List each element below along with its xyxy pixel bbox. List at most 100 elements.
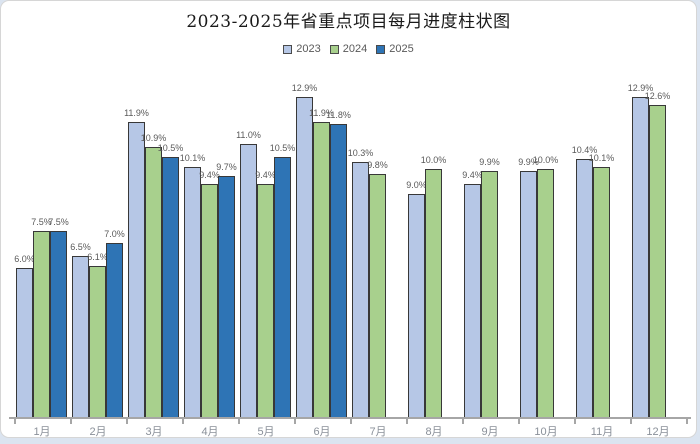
bar-label-2025-3月: 10.5% — [157, 143, 184, 153]
x-axis-label-4月: 4月 — [201, 426, 219, 438]
bar-group-slot-2023-6月: 12.9% — [292, 83, 317, 417]
bar-group-slot-2025-5月: 10.5% — [270, 87, 295, 417]
bar-group-slot-2023-4月: 10.1% — [180, 87, 205, 417]
bar-group-slot-2024-10月: 10.0% — [533, 87, 558, 417]
bar-label-2023-7月: 10.3% — [347, 148, 374, 158]
axis-tick-10 — [574, 419, 576, 424]
bar-group-slot-2024-3月: 10.9% — [141, 87, 166, 417]
bar-label-2024-1月: 7.5% — [31, 217, 52, 227]
axis-tick-1 — [70, 419, 72, 424]
bar-group-slot-2025-3月: 10.5% — [158, 87, 183, 417]
bar-2023-6月 — [296, 97, 313, 417]
bar-label-2024-10月: 10.0% — [532, 155, 559, 165]
axis-tick-2 — [126, 419, 128, 424]
bar-label-2023-11月: 10.4% — [571, 145, 598, 155]
bar-label-2024-8月: 10.0% — [420, 155, 447, 165]
bar-2023-12月 — [632, 97, 649, 417]
x-axis-label-8月: 8月 — [425, 426, 443, 438]
bar-label-2023-5月: 11.0% — [236, 130, 261, 140]
bar-group-slot-2023-3月: 11.9% — [124, 87, 149, 417]
bar-group-slot-2024-4月: 9.4% — [199, 87, 220, 417]
x-axis-label-1月: 1月 — [33, 426, 51, 438]
bar-label-2024-7月: 9.8% — [367, 160, 388, 170]
bar-label-2024-4月: 9.4% — [199, 170, 220, 180]
bar-2023-11月 — [576, 159, 593, 417]
bar-group-slot-2024-9月: 9.9% — [479, 87, 500, 417]
bar-group-slot-2023-5月: 11.0% — [236, 87, 261, 417]
bar-label-2024-3月: 10.9% — [140, 133, 167, 143]
bar-group-slot-2024-5月: 9.4% — [255, 87, 276, 417]
bar-label-2025-4月: 9.7% — [216, 162, 237, 172]
bar-group-slot-2024-11月: 10.1% — [589, 87, 614, 417]
bar-label-2023-10月: 9.9% — [518, 157, 539, 167]
x-axis-line — [9, 417, 691, 424]
x-axis-label-12月: 12月 — [646, 426, 670, 438]
bar-2024-2月 — [89, 266, 106, 417]
x-axis-label-7月: 7月 — [369, 426, 387, 438]
bar-group-slot-2023-8月: 9.0% — [406, 87, 427, 417]
bar-label-2025-6月: 11.8% — [326, 110, 351, 120]
bar-2025-6月 — [330, 124, 347, 417]
bar-group-slot-2025-4月: 9.7% — [216, 87, 237, 417]
x-axis-label-11月: 11月 — [590, 426, 614, 438]
bar-label-2023-4月: 10.1% — [179, 153, 206, 163]
bar-group-slot-2023-11月: 10.4% — [572, 87, 597, 417]
bar-2023-7月 — [352, 162, 369, 417]
bar-label-2024-12月: 12.6% — [644, 91, 671, 101]
bar-label-2024-5月: 9.4% — [255, 170, 276, 180]
x-axis-label-3月: 3月 — [145, 426, 163, 438]
bar-label-2025-1月: 7.5% — [48, 217, 69, 227]
bar-2023-2月 — [72, 256, 89, 417]
bar-2023-8月 — [408, 194, 425, 417]
legend-swatch-2024 — [329, 44, 339, 54]
bar-group-slot-2024-1月: 7.5% — [31, 87, 52, 417]
bar-2024-7月 — [369, 174, 386, 417]
plot-area: 6.0% 7.5% 7.5% 6.5% 6.1% 7.0% 11.9% 10.9% 10.5% 1… — [14, 83, 686, 417]
bar-label-2023-3月: 11.9% — [124, 108, 149, 118]
bar-group-slot-2023-10月: 9.9% — [518, 87, 539, 417]
bar-group-slot-2024-2月: 6.1% — [87, 87, 108, 417]
bar-group-slot-2023-9月: 9.4% — [462, 87, 483, 417]
legend-swatch-2025 — [376, 44, 386, 54]
bar-label-2025-2月: 7.0% — [104, 229, 125, 239]
legend-item-2023: 2023 — [283, 43, 321, 55]
bar-label-2023-2月: 6.5% — [70, 242, 91, 252]
bar-2024-6月 — [313, 122, 330, 417]
bar-group-slot-2024-8月: 10.0% — [421, 87, 446, 417]
bar-2024-9月 — [481, 171, 498, 417]
axis-tick-7 — [406, 419, 408, 424]
axis-tick-6 — [350, 419, 352, 424]
bar-label-2024-9月: 9.9% — [479, 157, 500, 167]
bar-2024-5月 — [257, 184, 274, 417]
x-axis-label-9月: 9月 — [481, 426, 499, 438]
x-axis-label-2月: 2月 — [89, 426, 107, 438]
x-axis-label-6月: 6月 — [313, 426, 331, 438]
legend: 2023 2024 2025 — [1, 42, 696, 56]
bar-2023-3月 — [128, 122, 145, 417]
x-axis-label-5月: 5月 — [257, 426, 275, 438]
legend-item-2025: 2025 — [376, 43, 414, 55]
bar-2024-12月 — [649, 105, 666, 417]
x-axis-labels: 1月 2月 3月 4月 5月 6月 7月 8月 9月 10月 11月 12月 — [14, 423, 686, 439]
bar-group-slot-2023-1月: 6.0% — [14, 87, 35, 417]
bar-2023-5月 — [240, 144, 257, 417]
chart-title: 2023-2025年省重点项目每月进度柱状图 — [186, 12, 511, 32]
axis-tick-5 — [294, 419, 296, 424]
bar-label-2023-8月: 9.0% — [406, 180, 427, 190]
legend-swatch-2023 — [283, 44, 293, 54]
bar-group-slot-2025-1月: 7.5% — [48, 87, 69, 417]
bar-2025-4月 — [218, 176, 235, 417]
bar-2025-1月 — [50, 231, 67, 417]
axis-tick-9 — [518, 419, 520, 424]
axis-tick-0 — [14, 419, 16, 424]
x-axis-label-10月: 10月 — [534, 426, 558, 438]
bar-label-2024-11月: 10.1% — [588, 153, 615, 163]
bar-2025-5月 — [274, 157, 291, 417]
legend-item-2024: 2024 — [329, 43, 367, 55]
axis-tick-3 — [182, 419, 184, 424]
bar-group-slot-2023-7月: 10.3% — [348, 87, 373, 417]
axis-tick-11 — [630, 419, 632, 424]
bar-group-slot-2025-6月: 11.8% — [326, 87, 351, 417]
bar-label-2023-9月: 9.4% — [462, 170, 483, 180]
